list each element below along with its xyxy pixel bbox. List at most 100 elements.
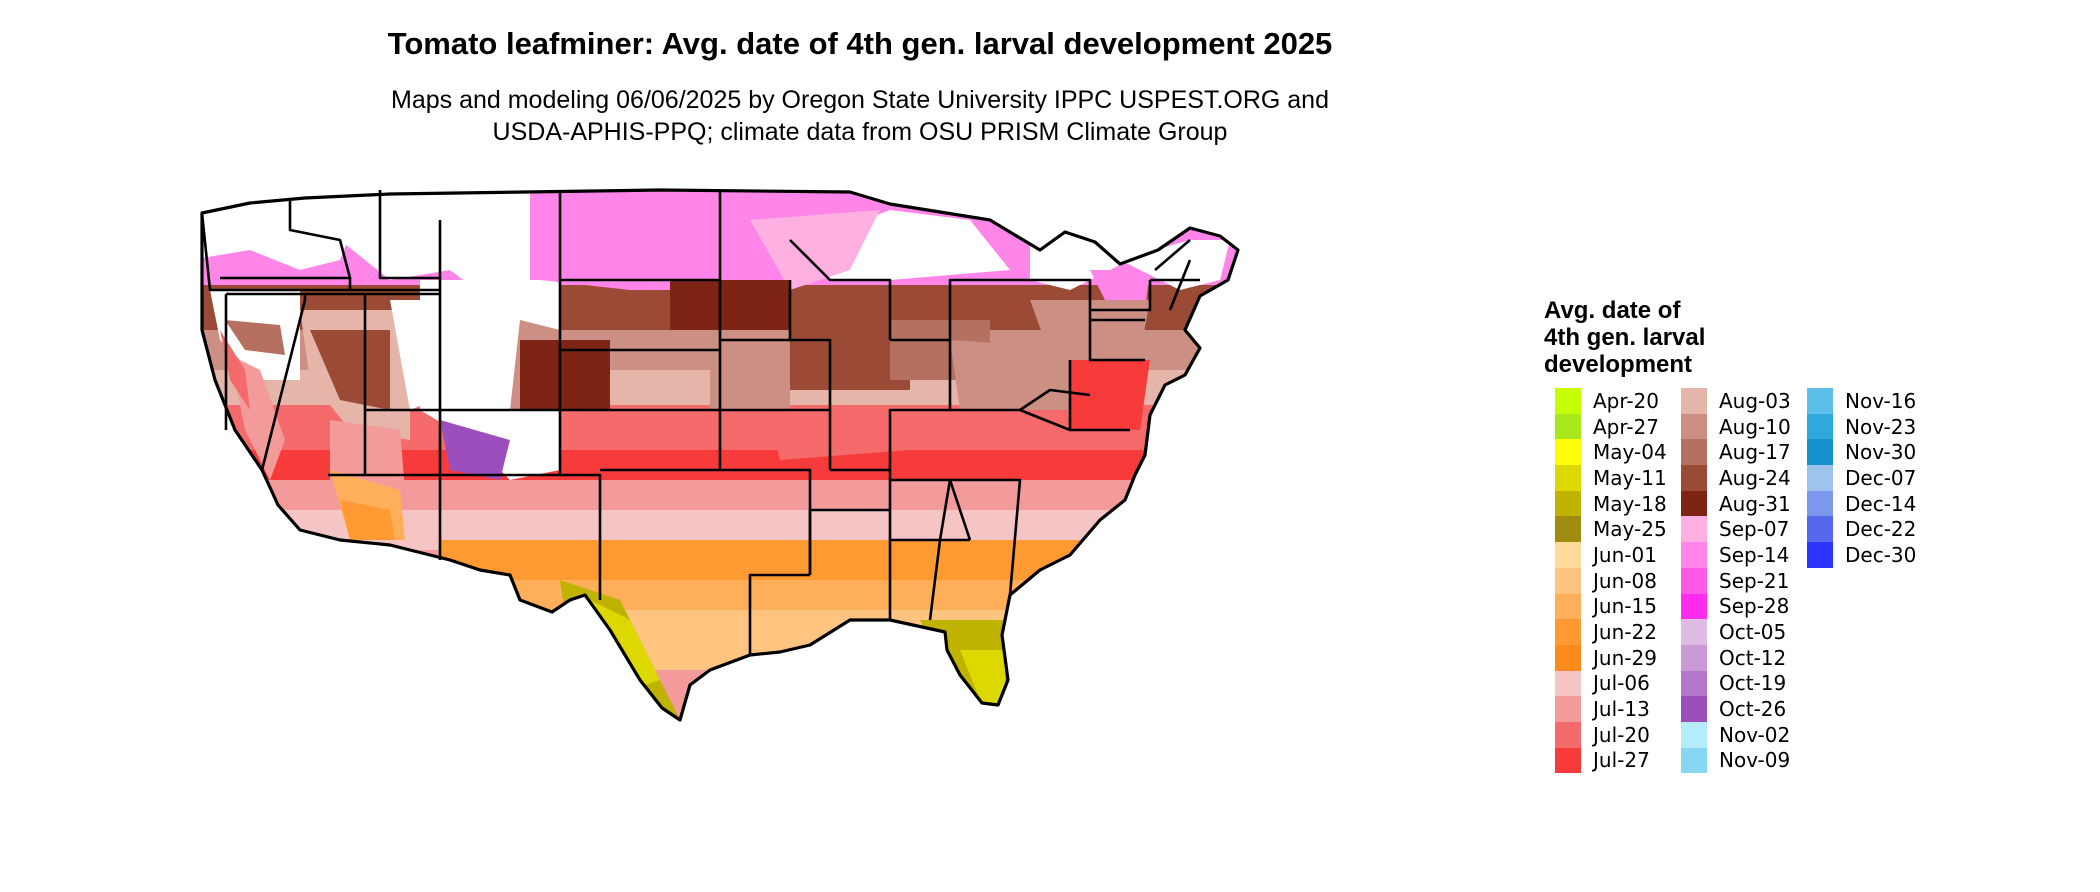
legend-label: Sep-28 (1719, 594, 1790, 619)
legend-label: Aug-31 (1719, 491, 1791, 516)
legend-item: Dec-30 (1807, 542, 1916, 568)
legend-swatch (1681, 388, 1707, 414)
legend-item: Nov-23 (1807, 413, 1916, 440)
legend-swatch (1681, 413, 1707, 440)
legend-item: May-04 (1555, 439, 1667, 466)
legend-swatch (1681, 439, 1707, 466)
legend-item: Jul-06 (1555, 670, 1667, 697)
legend-label: Jul-20 (1593, 722, 1650, 747)
legend-label: Jun-01 (1593, 542, 1657, 567)
legend-swatch (1681, 465, 1707, 491)
legend-swatch (1681, 593, 1707, 620)
legend-item: Dec-07 (1807, 465, 1916, 491)
legend-item: Sep-14 (1681, 542, 1791, 568)
legend-item: Oct-26 (1681, 696, 1791, 722)
legend-label: Sep-21 (1719, 568, 1790, 593)
legend-label: Jun-29 (1593, 645, 1657, 670)
legend-item: Sep-07 (1681, 516, 1791, 543)
legend-label: Apr-27 (1593, 414, 1659, 439)
legend-swatch (1681, 670, 1707, 697)
legend-item: Jul-27 (1555, 747, 1667, 774)
subtitle-line-1: Maps and modeling 06/06/2025 by Oregon S… (391, 86, 1329, 114)
legend-swatch (1681, 619, 1707, 645)
legend-swatch (1555, 644, 1581, 671)
legend-swatch (1555, 619, 1581, 645)
legend-label: Sep-07 (1719, 517, 1790, 542)
legend-label: Jun-08 (1593, 568, 1657, 593)
legend-item: Sep-28 (1681, 593, 1791, 620)
legend-item: Jul-13 (1555, 696, 1667, 722)
legend-label: Aug-10 (1719, 414, 1791, 439)
legend-swatch (1555, 465, 1581, 491)
legend-label: May-25 (1593, 517, 1667, 542)
legend-swatch (1555, 593, 1581, 620)
legend-swatch (1807, 516, 1833, 543)
legend-label: Dec-07 (1845, 465, 1917, 490)
legend-item: Aug-03 (1681, 388, 1791, 414)
legend-item: Jun-22 (1555, 619, 1667, 645)
map-subtitle: Maps and modeling 06/06/2025 by Oregon S… (0, 84, 1720, 148)
legend-swatch (1555, 413, 1581, 440)
legend-swatch (1555, 670, 1581, 697)
legend-label: Nov-09 (1719, 748, 1791, 773)
legend-label: Jul-06 (1593, 671, 1650, 696)
legend-label: Oct-12 (1719, 645, 1787, 670)
subtitle-line-2: USDA-APHIS-PPQ; climate data from OSU PR… (492, 118, 1228, 146)
legend-item: Nov-16 (1807, 388, 1916, 414)
legend-item: Oct-19 (1681, 670, 1791, 697)
legend-swatch (1681, 490, 1707, 517)
legend-swatch (1681, 567, 1707, 594)
legend-label: Dec-22 (1845, 517, 1917, 542)
legend-item: Jun-15 (1555, 593, 1667, 620)
legend-swatch (1681, 747, 1707, 774)
legend-item: Aug-10 (1681, 413, 1791, 440)
legend-item: Aug-31 (1681, 490, 1791, 517)
legend-swatch (1681, 721, 1707, 748)
legend-label: Nov-30 (1845, 440, 1917, 465)
legend-label: Oct-26 (1719, 697, 1787, 722)
legend-label: Aug-24 (1719, 465, 1791, 490)
legend-item: Dec-14 (1807, 490, 1916, 517)
legend-item: May-18 (1555, 490, 1667, 517)
legend-swatch (1555, 567, 1581, 594)
legend-item: Aug-24 (1681, 465, 1791, 491)
legend-label: Dec-30 (1845, 542, 1917, 567)
legend-item: Sep-21 (1681, 567, 1791, 594)
legend-item: Aug-17 (1681, 439, 1791, 466)
legend-label: Oct-19 (1719, 671, 1787, 696)
legend-swatch (1555, 696, 1581, 722)
legend-label: Sep-14 (1719, 542, 1790, 567)
legend-item: Jul-20 (1555, 721, 1667, 748)
legend-item: Jun-08 (1555, 567, 1667, 594)
map-title: Tomato leafminer: Avg. date of 4th gen. … (387, 26, 1333, 61)
legend-swatch (1555, 439, 1581, 466)
legend-swatch (1555, 747, 1581, 774)
legend-column-2: Aug-03 Aug-10 Aug-17 Aug-24 Aug-31 Sep-07 Sep-… (1681, 388, 1791, 774)
legend-label: Aug-17 (1719, 440, 1791, 465)
legend-swatch (1681, 516, 1707, 543)
legend-item: Nov-09 (1681, 747, 1791, 774)
legend-label: Apr-20 (1593, 388, 1659, 413)
legend-swatch (1807, 413, 1833, 440)
legend-title-line-1: Avg. date of (1544, 297, 1681, 324)
legend-label: May-04 (1593, 440, 1667, 465)
legend-swatch (1681, 644, 1707, 671)
legend-item: Oct-05 (1681, 619, 1791, 645)
legend-item: Dec-22 (1807, 516, 1917, 543)
legend-label: Jun-15 (1593, 594, 1657, 619)
legend-swatch (1681, 696, 1707, 722)
legend-label: Nov-16 (1845, 388, 1917, 413)
legend-item: Apr-27 (1555, 413, 1667, 440)
legend-label: May-11 (1593, 465, 1667, 490)
legend-item: May-25 (1555, 516, 1667, 543)
legend-swatch (1555, 516, 1581, 543)
legend-swatch (1555, 721, 1581, 748)
legend-item: Apr-20 (1555, 388, 1667, 414)
legend-item: May-11 (1555, 465, 1667, 491)
legend-swatch (1555, 542, 1581, 568)
legend-label: Oct-05 (1719, 620, 1787, 645)
legend-item: Nov-30 (1807, 439, 1917, 466)
legend-swatch (1807, 439, 1833, 466)
legend-swatch (1807, 542, 1833, 568)
legend-swatch (1681, 542, 1707, 568)
